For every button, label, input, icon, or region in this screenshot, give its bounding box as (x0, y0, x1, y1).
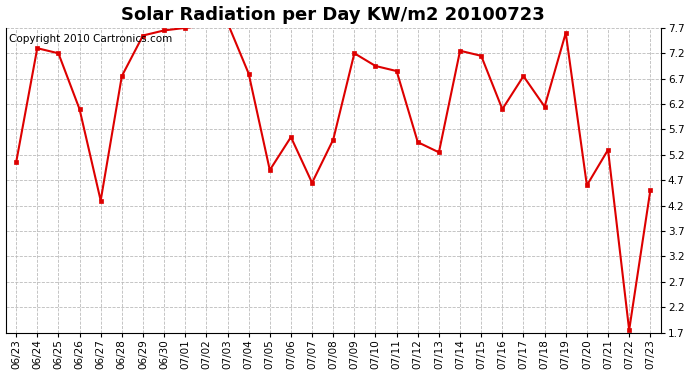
Title: Solar Radiation per Day KW/m2 20100723: Solar Radiation per Day KW/m2 20100723 (121, 6, 545, 24)
Text: Copyright 2010 Cartronics.com: Copyright 2010 Cartronics.com (9, 34, 172, 44)
